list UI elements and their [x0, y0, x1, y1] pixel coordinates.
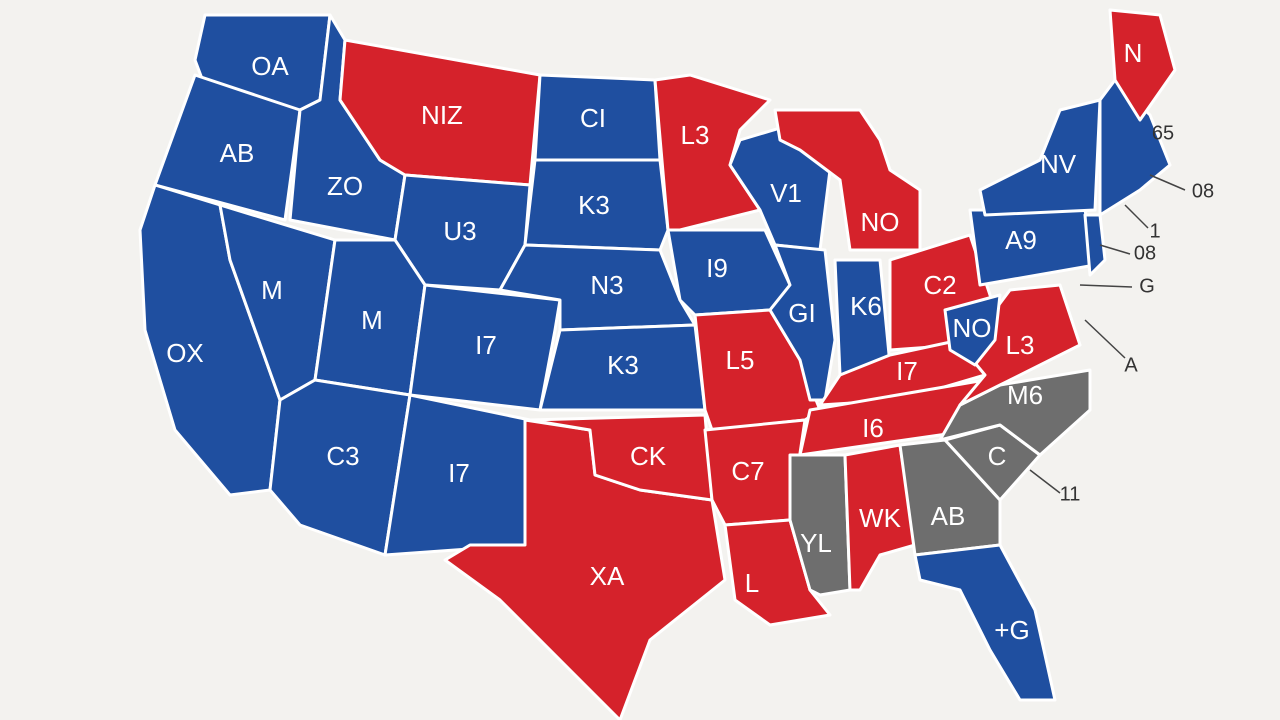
- callout-label: 1: [1149, 220, 1160, 242]
- region-label: L3: [1006, 330, 1035, 360]
- region-label: NIZ: [421, 100, 463, 130]
- labels: OA AB ZO M OX NIZ CI L3 K3 U3 N3 M I7 K3…: [166, 38, 1214, 645]
- region-label: M: [261, 275, 283, 305]
- region: [768, 243, 837, 402]
- region-label: A9: [1005, 225, 1037, 255]
- callout-label: 65: [1152, 122, 1174, 144]
- region-label: I6: [862, 413, 884, 443]
- region-label: AB: [220, 138, 255, 168]
- region-label: L3: [681, 120, 710, 150]
- region-label: I7: [475, 330, 497, 360]
- region: [1108, 8, 1177, 122]
- region-label: C: [988, 441, 1007, 471]
- region-label: CK: [630, 441, 667, 471]
- region-label: N: [1124, 38, 1143, 68]
- region-label: XA: [590, 561, 625, 591]
- callout-label: 08: [1134, 242, 1156, 264]
- region-label: K3: [578, 190, 610, 220]
- region-label: +G: [994, 615, 1029, 645]
- callout-label: 11: [1060, 483, 1081, 505]
- region: [153, 73, 302, 222]
- region: [943, 293, 1002, 367]
- region-label: I7: [896, 356, 918, 386]
- region-label: GI: [788, 298, 815, 328]
- region-label: L5: [726, 345, 755, 375]
- region-label: C7: [731, 456, 764, 486]
- region-label: M: [361, 305, 383, 335]
- region: [1083, 213, 1107, 277]
- region-label: CI: [580, 103, 606, 133]
- region-label: OX: [166, 338, 204, 368]
- region-label: I7: [448, 458, 470, 488]
- region-label: K3: [607, 350, 639, 380]
- region: [666, 228, 792, 317]
- leader-line: [1124, 204, 1149, 229]
- region-label: C2: [923, 270, 956, 300]
- region-label: L: [745, 568, 759, 598]
- callout-label: A: [1124, 354, 1138, 376]
- callout-label: 08: [1192, 180, 1214, 202]
- region-label: NO: [861, 207, 900, 237]
- leaders: [1029, 174, 1186, 494]
- region: [523, 158, 670, 252]
- region-label: AB: [931, 501, 966, 531]
- leader-line: [1029, 469, 1061, 494]
- region-label: YL: [800, 528, 832, 558]
- region-label: I9: [706, 253, 728, 283]
- leader-line: [1099, 244, 1131, 255]
- callout-label: G: [1139, 275, 1155, 297]
- region: [898, 438, 1002, 557]
- leader-line: [1079, 284, 1133, 288]
- region-label: M6: [1007, 380, 1043, 410]
- region-label: N3: [590, 270, 623, 300]
- region: [528, 413, 714, 502]
- leader-line: [1149, 174, 1186, 191]
- region-label: WK: [859, 503, 902, 533]
- region-label: NV: [1040, 149, 1077, 179]
- regions: [138, 8, 1177, 720]
- region-label: ZO: [327, 171, 363, 201]
- region-label: U3: [443, 216, 476, 246]
- region-label: K6: [850, 291, 882, 321]
- leader-line: [1084, 319, 1126, 359]
- region-label: C3: [326, 441, 359, 471]
- region: [913, 543, 1057, 702]
- region-label: V1: [770, 178, 802, 208]
- region-label: OA: [251, 51, 289, 81]
- region-label: NO: [953, 313, 992, 343]
